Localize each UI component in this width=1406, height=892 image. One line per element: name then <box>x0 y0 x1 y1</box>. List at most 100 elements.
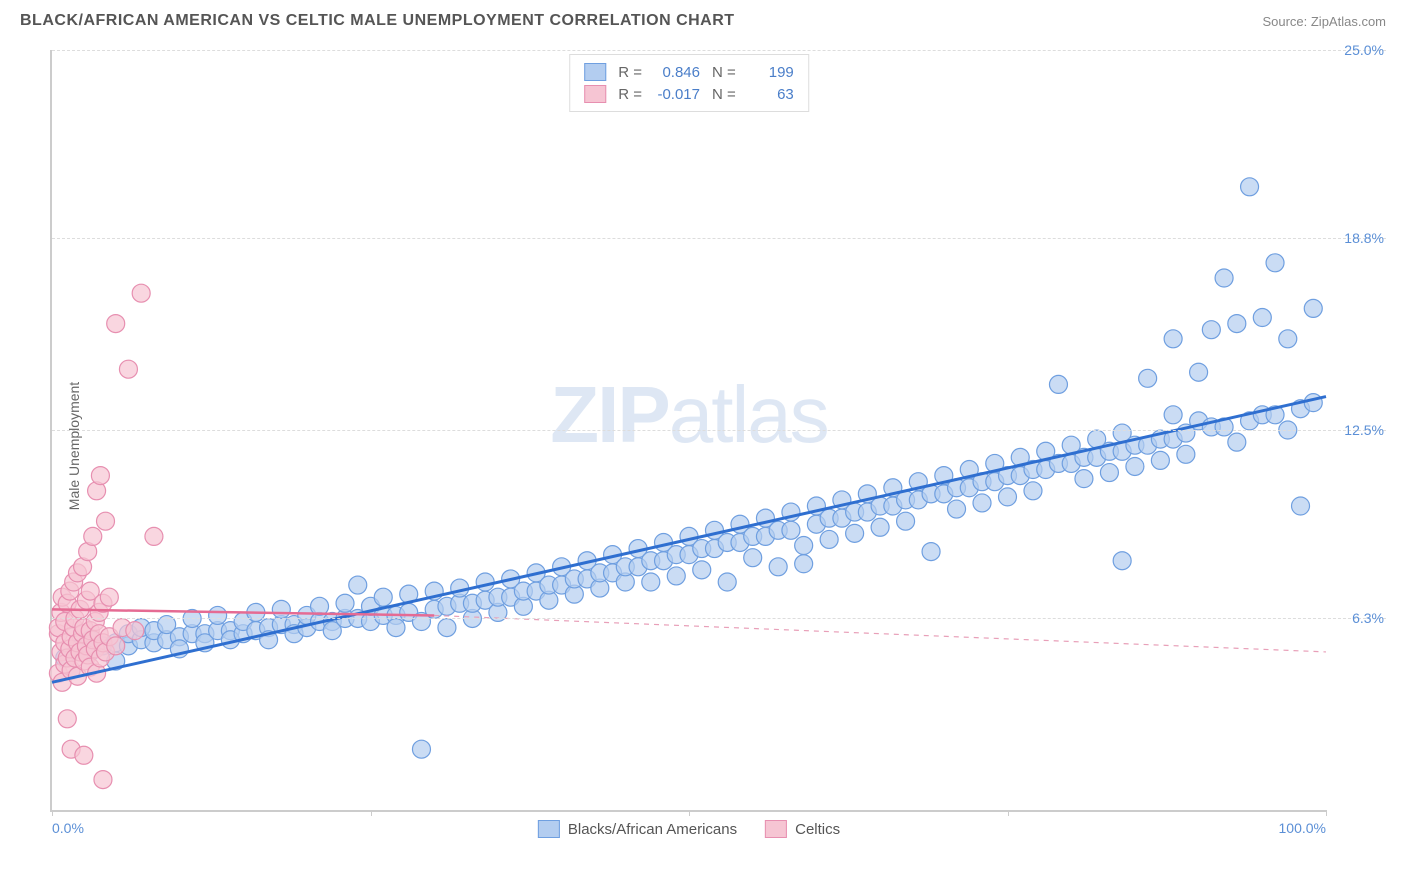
scatter-point-blacks <box>999 488 1017 506</box>
scatter-point-blacks <box>412 740 430 758</box>
swatch-pink <box>765 820 787 838</box>
legend-label: Celtics <box>795 821 840 838</box>
y-tick-label: 18.8% <box>1344 230 1384 246</box>
scatter-point-celtics <box>84 527 102 545</box>
y-tick-label: 12.5% <box>1344 422 1384 438</box>
scatter-point-blacks <box>438 619 456 637</box>
legend-item-celtics: Celtics <box>765 820 840 838</box>
scatter-point-blacks <box>1151 451 1169 469</box>
legend-item-blacks: Blacks/African Americans <box>538 820 737 838</box>
scatter-point-blacks <box>693 561 711 579</box>
scatter-point-blacks <box>1049 375 1067 393</box>
scatter-point-blacks <box>1126 457 1144 475</box>
scatter-point-blacks <box>1164 330 1182 348</box>
header: BLACK/AFRICAN AMERICAN VS CELTIC MALE UN… <box>0 0 1406 36</box>
scatter-point-blacks <box>1024 482 1042 500</box>
scatter-point-blacks <box>782 521 800 539</box>
scatter-point-blacks <box>1253 309 1271 327</box>
legend-series: Blacks/African Americans Celtics <box>538 820 840 838</box>
x-tick <box>689 810 690 816</box>
scatter-point-blacks <box>1279 330 1297 348</box>
scatter-point-blacks <box>336 594 354 612</box>
scatter-point-blacks <box>1190 363 1208 381</box>
scatter-point-celtics <box>132 284 150 302</box>
source-label: Source: ZipAtlas.com <box>1262 14 1386 29</box>
x-tick <box>371 810 372 816</box>
r-value: 0.846 <box>650 64 700 81</box>
scatter-point-blacks <box>948 500 966 518</box>
scatter-point-celtics <box>145 527 163 545</box>
n-label: N = <box>712 64 736 81</box>
scatter-point-blacks <box>744 549 762 567</box>
x-tick-label: 0.0% <box>52 820 84 836</box>
y-tick-label: 6.3% <box>1352 610 1384 626</box>
scatter-point-blacks <box>1228 315 1246 333</box>
scatter-point-celtics <box>75 746 93 764</box>
scatter-point-blacks <box>1292 497 1310 515</box>
legend-row-1: R = 0.846 N = 199 <box>584 61 794 83</box>
x-tick-label: 100.0% <box>1279 820 1326 836</box>
scatter-point-blacks <box>1241 178 1259 196</box>
r-label: R = <box>618 64 642 81</box>
legend-row-2: R = -0.017 N = 63 <box>584 83 794 105</box>
trendline-dashed-celtics <box>434 615 1326 651</box>
scatter-point-blacks <box>1177 445 1195 463</box>
scatter-point-blacks <box>1304 394 1322 412</box>
scatter-point-blacks <box>209 606 227 624</box>
scatter-point-blacks <box>718 573 736 591</box>
scatter-point-blacks <box>795 537 813 555</box>
scatter-point-blacks <box>1304 299 1322 317</box>
x-tick <box>52 810 53 816</box>
legend-label: Blacks/African Americans <box>568 821 737 838</box>
scatter-point-celtics <box>107 637 125 655</box>
scatter-point-blacks <box>1113 552 1131 570</box>
scatter-point-blacks <box>795 555 813 573</box>
scatter-point-blacks <box>476 573 494 591</box>
scatter-point-blacks <box>769 558 787 576</box>
scatter-point-blacks <box>973 494 991 512</box>
swatch-blue <box>584 63 606 81</box>
scatter-point-blacks <box>1100 464 1118 482</box>
gridline <box>52 50 1386 51</box>
r-label: R = <box>618 86 642 103</box>
scatter-point-celtics <box>126 622 144 640</box>
scatter-point-blacks <box>1266 254 1284 272</box>
scatter-point-blacks <box>387 619 405 637</box>
plot-area: ZIPatlas R = 0.846 N = 199 R = -0.017 N … <box>50 50 1326 812</box>
scatter-point-blacks <box>1228 433 1246 451</box>
gridline <box>52 430 1386 431</box>
scatter-point-blacks <box>820 530 838 548</box>
n-value: 199 <box>744 64 794 81</box>
x-tick <box>1326 810 1327 816</box>
scatter-point-blacks <box>846 524 864 542</box>
scatter-point-blacks <box>1164 406 1182 424</box>
gridline <box>52 618 1386 619</box>
gridline <box>52 238 1386 239</box>
scatter-point-blacks <box>871 518 889 536</box>
scatter-point-blacks <box>1202 321 1220 339</box>
scatter-point-blacks <box>1139 369 1157 387</box>
scatter-point-blacks <box>1215 269 1233 287</box>
n-value: 63 <box>744 86 794 103</box>
scatter-point-celtics <box>58 710 76 728</box>
swatch-blue <box>538 820 560 838</box>
scatter-point-blacks <box>642 573 660 591</box>
scatter-point-blacks <box>349 576 367 594</box>
scatter-point-blacks <box>272 600 290 618</box>
swatch-pink <box>584 85 606 103</box>
chart-container: Male Unemployment ZIPatlas R = 0.846 N =… <box>50 50 1386 842</box>
scatter-point-blacks <box>897 512 915 530</box>
n-label: N = <box>712 86 736 103</box>
scatter-point-celtics <box>94 771 112 789</box>
chart-title: BLACK/AFRICAN AMERICAN VS CELTIC MALE UN… <box>20 12 735 30</box>
x-tick <box>1008 810 1009 816</box>
scatter-point-blacks <box>1075 470 1093 488</box>
scatter-point-celtics <box>97 512 115 530</box>
scatter-point-blacks <box>667 567 685 585</box>
scatter-point-celtics <box>91 467 109 485</box>
scatter-point-blacks <box>374 588 392 606</box>
scatter-point-blacks <box>922 543 940 561</box>
y-tick-label: 25.0% <box>1344 42 1384 58</box>
scatter-point-celtics <box>119 360 137 378</box>
r-value: -0.017 <box>650 86 700 103</box>
